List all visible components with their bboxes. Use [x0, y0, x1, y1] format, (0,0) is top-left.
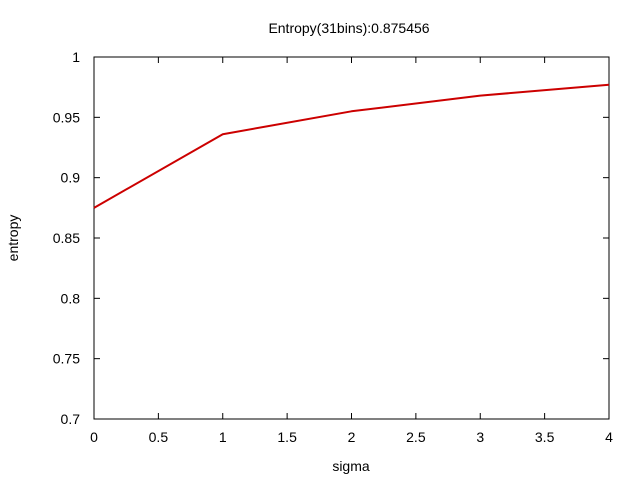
- y-tick-label: 0.8: [61, 290, 81, 306]
- x-tick-label: 3: [476, 429, 484, 445]
- y-tick-label: 0.9: [61, 170, 81, 186]
- series-line: [93, 83, 610, 209]
- x-tick-label: 3.5: [535, 429, 555, 445]
- y-tick-label: 0.95: [53, 109, 80, 125]
- x-tick-label: 2: [348, 429, 356, 445]
- x-tick-label: 2.5: [406, 429, 426, 445]
- y-axis-label: entropy: [5, 215, 21, 262]
- x-tick-label: 0: [90, 429, 98, 445]
- x-axis-label: sigma: [332, 458, 370, 474]
- x-tick-label: 1.5: [277, 429, 297, 445]
- y-tick-label: 0.85: [53, 230, 80, 246]
- y-tick-label: 0.75: [53, 351, 80, 367]
- plot-area: 0 0.5 1 1.5 2 2.5 3 3.5 4 0.7 0.75 0.8 0.85 0.9 0.95 1: [53, 49, 613, 445]
- x-tick-label: 1: [219, 429, 227, 445]
- chart-title: Entropy(31bins):0.875456: [268, 20, 429, 36]
- y-tick-label: 1: [72, 49, 80, 65]
- x-tick-label: 4: [605, 429, 613, 445]
- y-tick-label: 0.7: [61, 411, 81, 427]
- x-tick-label: 0.5: [149, 429, 169, 445]
